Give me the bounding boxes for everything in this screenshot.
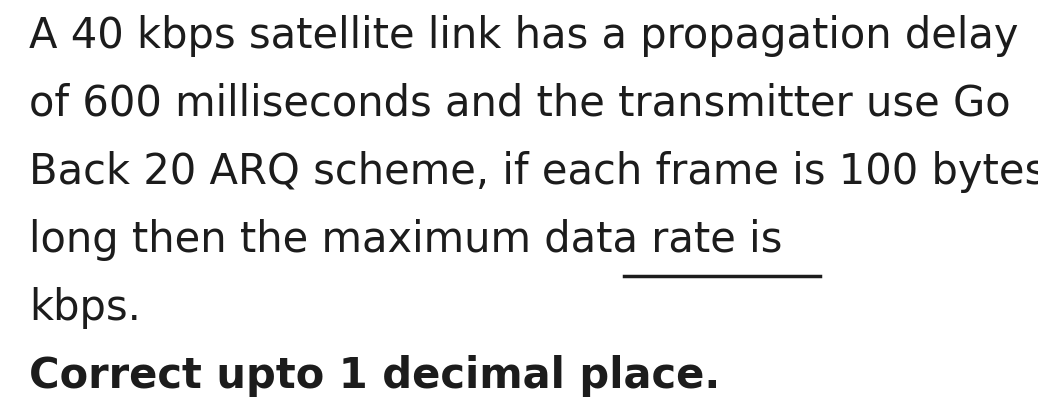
Text: Correct upto 1 decimal place.: Correct upto 1 decimal place. — [29, 354, 720, 396]
Text: A 40 kbps satellite link has a propagation delay: A 40 kbps satellite link has a propagati… — [29, 15, 1018, 57]
Text: kbps.: kbps. — [29, 286, 141, 328]
Text: Back 20 ARQ scheme, if each frame is 100 bytes: Back 20 ARQ scheme, if each frame is 100… — [29, 151, 1038, 192]
Text: of 600 milliseconds and the transmitter use Go: of 600 milliseconds and the transmitter … — [29, 83, 1011, 125]
Text: long then the maximum data rate is: long then the maximum data rate is — [29, 218, 783, 260]
